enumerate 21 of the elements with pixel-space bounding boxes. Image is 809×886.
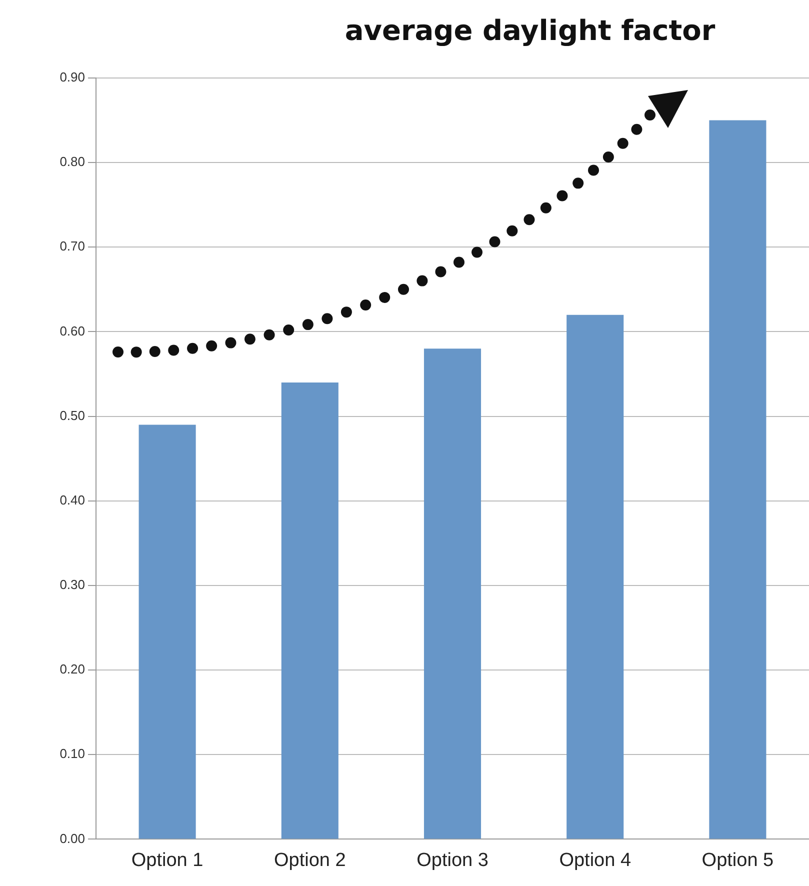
- y-tick-label: 0.40: [60, 492, 85, 508]
- x-tick-label: Option 1: [131, 850, 204, 871]
- y-tick-label: 0.60: [60, 323, 85, 338]
- bar: [424, 348, 482, 839]
- bar: [709, 120, 766, 839]
- y-tick-label: 0.70: [60, 238, 85, 254]
- x-tick-label: Option 5: [702, 850, 774, 871]
- y-tick-label: 0.90: [60, 70, 85, 85]
- y-tick-label: 0.80: [60, 154, 85, 170]
- bar: [566, 314, 624, 839]
- x-tick-label: Option 2: [274, 850, 346, 871]
- bar: [281, 382, 338, 839]
- bar: [138, 424, 196, 839]
- y-tick-label: 0.30: [60, 577, 85, 592]
- y-tick-label: 0.50: [60, 408, 85, 423]
- y-tick-label: 0.20: [60, 662, 85, 677]
- y-tick-label: 0.10: [60, 746, 85, 762]
- y-tick-label: 0.00: [60, 830, 85, 846]
- x-tick-label: Option 4: [559, 850, 632, 871]
- x-tick-label: Option 3: [416, 850, 488, 871]
- chart-title: average daylight factor: [344, 14, 716, 47]
